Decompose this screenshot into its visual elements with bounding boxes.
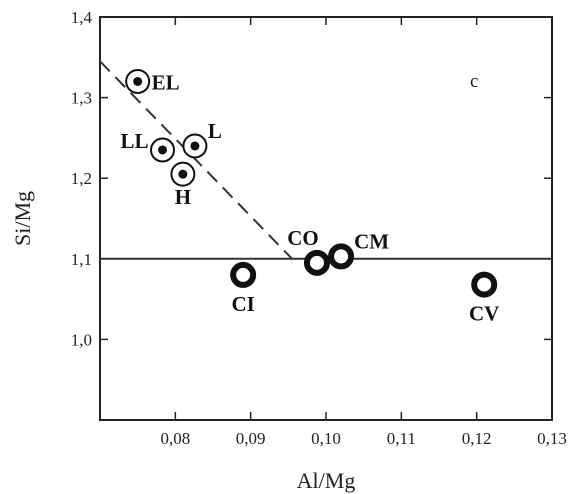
x-tick-label: 0,09: [236, 429, 266, 448]
data-point-cv: CV: [469, 271, 499, 326]
marker-dot: [190, 141, 200, 151]
point-label: H: [175, 185, 191, 209]
x-tick-label: 0,10: [311, 429, 341, 448]
point-label: CO: [287, 226, 319, 250]
point-label: CM: [354, 229, 389, 253]
point-label: EL: [152, 70, 180, 94]
x-axis-ticks: 0,08 0,09 0,10 0,11 0,12 0,13: [160, 17, 567, 448]
marker-ring: [230, 261, 257, 288]
x-tick-label: 0,13: [537, 429, 567, 448]
y-tick-label: 1,2: [71, 169, 92, 188]
marker-dot: [133, 76, 143, 86]
y-tick-label: 1,1: [71, 250, 92, 269]
dashed-trend-line: [99, 60, 293, 260]
data-point-l: L: [182, 119, 222, 159]
marker-dot: [158, 145, 168, 155]
x-axis-title: Al/Mg: [297, 468, 356, 493]
x-tick-label: 0,08: [160, 429, 190, 448]
marker-dot: [178, 169, 188, 179]
y-axis-title: Si/Mg: [10, 191, 35, 246]
y-tick-label: 1,0: [71, 330, 92, 349]
data-point-cm: CM: [328, 229, 389, 270]
x-tick-label: 0,11: [387, 429, 416, 448]
data-point-co: CO: [287, 226, 330, 276]
x-tick-label: 0,12: [462, 429, 492, 448]
data-point-h: H: [170, 161, 196, 209]
point-label: CI: [231, 292, 254, 316]
data-point-ci: CI: [230, 261, 257, 316]
point-label: CV: [469, 302, 499, 326]
data-point-ll: LL: [121, 129, 176, 163]
marker-ring: [303, 249, 330, 276]
point-label: L: [208, 119, 222, 143]
point-label: LL: [121, 129, 149, 153]
y-tick-label: 1,4: [71, 8, 93, 27]
panel-letter: c: [470, 71, 478, 92]
marker-ring: [471, 271, 498, 298]
data-point-el: EL: [125, 68, 180, 94]
y-tick-label: 1,3: [71, 89, 92, 108]
y-axis-ticks: 1,0 1,1 1,2 1,3 1,4: [71, 8, 552, 349]
marker-ring: [328, 243, 355, 270]
